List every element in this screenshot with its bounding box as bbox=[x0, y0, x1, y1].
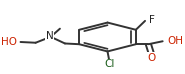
Text: N: N bbox=[46, 31, 54, 41]
Text: Cl: Cl bbox=[104, 59, 114, 69]
Text: F: F bbox=[149, 15, 155, 25]
Text: OH: OH bbox=[167, 36, 183, 46]
Text: O: O bbox=[147, 53, 156, 63]
Text: HO: HO bbox=[1, 37, 17, 47]
